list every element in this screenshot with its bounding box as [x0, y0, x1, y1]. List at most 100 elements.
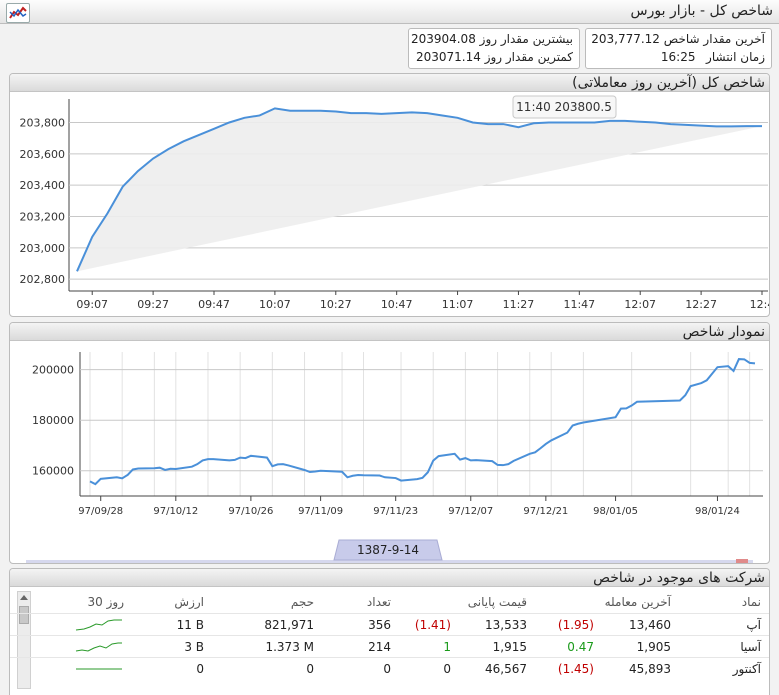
x-tick-label: 10:27: [320, 298, 352, 311]
table-row[interactable]: آپ 13,460 (1.95) 13,533 (1.41) 356 821,9…: [10, 613, 769, 635]
x-tick-label: 97/11/23: [373, 506, 418, 517]
app-chart-icon[interactable]: [6, 3, 30, 23]
x-tick-label: 97/12/07: [448, 506, 493, 517]
day-high-value: 203904.08: [410, 32, 476, 46]
row-symbol[interactable]: آسیا: [740, 640, 761, 654]
day-low-value: 203071.14: [415, 50, 481, 64]
col-volume[interactable]: حجم: [290, 595, 314, 609]
intraday-plot: [76, 107, 762, 272]
history-series-line: [89, 358, 756, 486]
history-navigator[interactable]: 1387-9-14: [26, 539, 753, 564]
day-low-label: کمترین مقدار روز: [484, 50, 573, 64]
intraday-chart[interactable]: 202,800 203,000 203,200 203,400 203,600 203,8…: [10, 93, 769, 317]
col-close-price[interactable]: قیمت پایانی: [467, 595, 527, 609]
y-tick-label: 180000: [32, 414, 74, 427]
history-panel: نمودار شاخص 160000 180000 200000 97/09/28 9…: [9, 322, 770, 564]
y-tick-label: 203,800: [20, 117, 66, 130]
intraday-tooltip-text: 11:40 203800.5: [516, 100, 612, 114]
companies-panel-header: شرکت های موجود در شاخص: [10, 569, 769, 587]
col-count[interactable]: تعداد: [366, 595, 391, 609]
history-plot: [89, 358, 756, 486]
x-tick-label: 10:47: [381, 298, 413, 311]
y-tick-label: 160000: [32, 465, 74, 478]
table-row[interactable]: آسیا 1,905 0.47 1,915 1 214 1.373 M 3 B: [10, 635, 769, 657]
row-close: 46,567: [485, 662, 527, 676]
x-tick-label: 12:4: [750, 298, 769, 311]
last-value: 203,777.12: [591, 32, 660, 46]
row-sparkline: [75, 642, 122, 652]
y-tick-label: 202,800: [20, 273, 66, 286]
scroll-up-arrow-icon[interactable]: [20, 595, 28, 600]
x-tick-label: 09:27: [137, 298, 169, 311]
row-value: 0: [196, 662, 204, 676]
y-tick-label: 203,600: [20, 148, 66, 161]
x-tick-label: 98/01/24: [695, 506, 740, 517]
col-30-days[interactable]: 30 روز: [87, 595, 124, 609]
day-high-label: بیشترین مقدار روز: [479, 32, 573, 46]
row-volume: 0: [306, 662, 314, 676]
x-tick-label: 97/11/09: [298, 506, 343, 517]
row-symbol[interactable]: آپ: [746, 618, 761, 632]
history-panel-header: نمودار شاخص: [10, 323, 769, 341]
publish-time-row: زمان انتشار 16:25: [654, 50, 765, 64]
history-y-axis: 160000 180000 200000: [32, 364, 74, 478]
row-last: 1,905: [636, 640, 671, 654]
x-tick-label: 09:07: [76, 298, 108, 311]
companies-title: شرکت های موجود در شاخص: [593, 570, 765, 586]
y-tick-label: 203,200: [20, 211, 66, 224]
row-sparkline: [76, 668, 122, 670]
day-range-box: بیشترین مقدار روز 203904.08 کمترین مقدار…: [408, 28, 580, 69]
x-tick-label: 10:07: [259, 298, 291, 311]
row-sparkline: [75, 619, 122, 631]
row-value: 3 B: [184, 640, 204, 654]
title-bar: شاخص کل - بازار بورس: [0, 0, 779, 24]
row-close-change: 1: [443, 640, 451, 654]
row-last: 13,460: [629, 618, 671, 632]
companies-table: نماد آخرین معامله قیمت پایانی تعداد حجم …: [10, 591, 769, 679]
table-row[interactable]: آکنتور 45,893 (1.45) 46,567 0 0 0 0: [10, 657, 769, 679]
table-scrollbar[interactable]: [17, 591, 31, 689]
intraday-tooltip: 11:40 203800.5: [512, 95, 617, 119]
x-tick-label: 11:47: [563, 298, 595, 311]
row-count: 0: [383, 662, 391, 676]
x-tick-label: 97/12/21: [523, 506, 568, 517]
x-tick-label: 11:27: [503, 298, 535, 311]
history-x-axis: 97/09/28 97/10/12 97/10/26 97/11/09 97/11/23…: [78, 496, 740, 517]
last-value-box: آخرین مقدار شاخص 203,777.12 زمان انتشار …: [585, 28, 772, 69]
col-symbol[interactable]: نماد: [741, 595, 761, 609]
row-volume: 821,971: [264, 618, 314, 632]
intraday-panel: شاخص کل (آخرین روز معاملاتی) 202,800 203,…: [9, 73, 770, 317]
row-last: 45,893: [629, 662, 671, 676]
companies-panel: شرکت های موجود در شاخص نماد آخرین معامله…: [9, 568, 770, 695]
row-count: 214: [368, 640, 391, 654]
x-tick-label: 12:07: [624, 298, 656, 311]
row-last-change: 0.47: [567, 640, 594, 654]
row-symbol[interactable]: آکنتور: [732, 662, 761, 676]
x-tick-label: 09:47: [198, 298, 230, 311]
col-value[interactable]: ارزش: [174, 595, 204, 609]
col-last-trade[interactable]: آخرین معامله: [604, 595, 671, 609]
row-value: 11 B: [176, 618, 204, 632]
history-date-badge[interactable]: 1387-9-14: [357, 543, 419, 557]
scroll-thumb[interactable]: [19, 606, 29, 624]
y-tick-label: 203,400: [20, 179, 66, 192]
publish-time: 16:25: [660, 50, 696, 64]
row-last-change: (1.45): [557, 662, 594, 676]
y-tick-label: 203,000: [20, 242, 66, 255]
y-tick-label: 200000: [32, 364, 74, 377]
row-volume: 1.373 M: [265, 640, 314, 654]
day-low-row: کمترین مقدار روز 203071.14: [416, 50, 573, 64]
row-close-change: 0: [443, 662, 451, 676]
window-title: شاخص کل - بازار بورس: [630, 3, 773, 19]
row-close: 1,915: [492, 640, 527, 654]
publish-time-label: زمان انتشار: [706, 50, 765, 64]
row-count: 356: [368, 618, 391, 632]
table-header-row: نماد آخرین معامله قیمت پایانی تعداد حجم …: [10, 591, 769, 613]
row-close-change: (1.41): [414, 618, 451, 632]
intraday-panel-header: شاخص کل (آخرین روز معاملاتی): [10, 74, 769, 92]
day-high-row: بیشترین مقدار روز 203904.08: [411, 32, 573, 46]
last-value-label: آخرین مقدار شاخص: [663, 32, 765, 46]
history-title: نمودار شاخص: [682, 324, 765, 340]
intraday-y-axis: 202,800 203,000 203,200 203,400 203,600 203,8…: [20, 117, 66, 287]
history-chart[interactable]: 160000 180000 200000 97/09/28 97/10/12 97/10…: [10, 342, 769, 564]
